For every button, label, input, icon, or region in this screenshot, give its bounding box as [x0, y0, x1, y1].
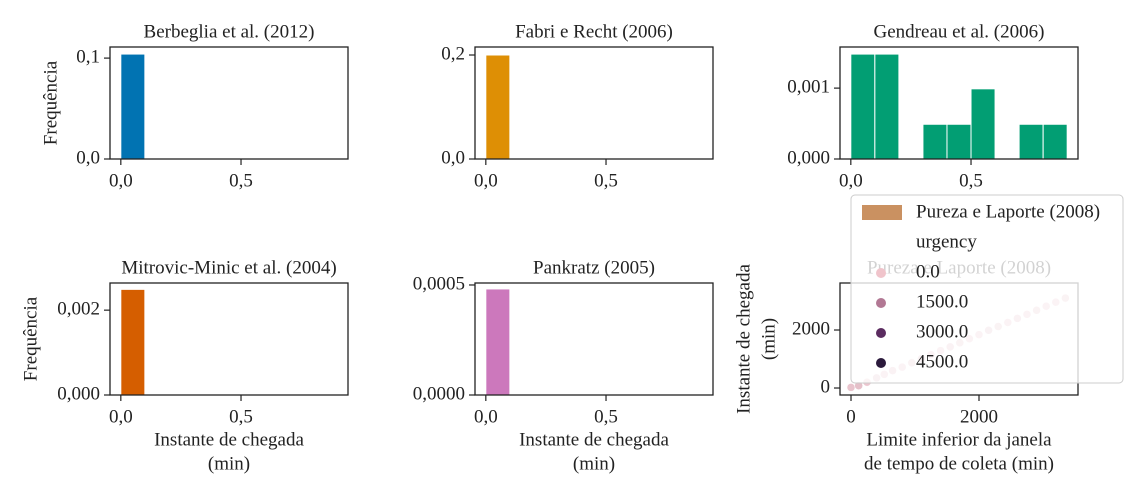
- legend-marker: [876, 328, 886, 338]
- x-tick-label: 0,0: [474, 406, 498, 427]
- legend-marker: [876, 358, 886, 368]
- bar: [970, 88, 996, 160]
- y-tick-label: 0,000: [787, 147, 830, 168]
- subplot-title: Fabri e Recht (2006): [515, 21, 673, 42]
- legend-marker: [876, 298, 886, 308]
- y-tick-label: 0,0005: [413, 273, 465, 294]
- x-tick-label: 0,5: [594, 170, 618, 191]
- x-axis-label: de tempo de coleta (min): [864, 453, 1054, 474]
- legend-box: [850, 194, 1124, 384]
- subplot-title: Gendreau et al. (2006): [874, 21, 1045, 42]
- y-tick-label: 0,000: [57, 383, 100, 404]
- y-axis-label: (min): [758, 318, 779, 360]
- legend-marker: [876, 268, 886, 278]
- axes-frame: [109, 46, 349, 160]
- point: [846, 383, 856, 392]
- legend-label: 0.0: [916, 261, 940, 282]
- legend-patch: [862, 205, 902, 220]
- bar: [874, 53, 900, 160]
- y-tick-label: 0,001: [787, 76, 830, 97]
- y-axis-label: Frequência: [20, 296, 41, 381]
- legend-label: 3000.0: [916, 321, 968, 342]
- x-tick-label: 0,0: [109, 406, 133, 427]
- bar: [1018, 123, 1044, 160]
- y-tick-label: 0,002: [57, 299, 100, 320]
- subplot-title: Berbeglia et al. (2012): [144, 21, 315, 42]
- y-tick-label: 0: [821, 376, 831, 397]
- bar: [946, 123, 972, 160]
- legend-label: 4500.0: [916, 351, 968, 372]
- x-tick-label: 0,5: [594, 406, 618, 427]
- x-tick-label: 0,0: [839, 170, 863, 191]
- x-axis-label: (min): [208, 453, 250, 474]
- bar: [120, 53, 146, 160]
- subplot-title: Pankratz (2005): [533, 257, 655, 278]
- x-tick-label: 2000: [960, 406, 998, 427]
- y-axis-label: Frequência: [40, 60, 61, 145]
- y-tick-label: 2000: [792, 318, 830, 339]
- x-axis-label: (min): [573, 453, 615, 474]
- x-axis-label: Limite inferior da janela: [866, 429, 1052, 450]
- legend-label: Pureza e Laporte (2008): [916, 201, 1100, 222]
- axes-frame: [109, 282, 349, 396]
- legend-label: 1500.0: [916, 291, 968, 312]
- bar: [850, 53, 876, 160]
- x-axis-label: Instante de chegada: [519, 429, 669, 450]
- y-tick-label: 0,1: [76, 46, 100, 67]
- y-tick-label: 0,0: [76, 147, 100, 168]
- x-tick-label: 0,0: [474, 170, 498, 191]
- x-tick-label: 0,5: [229, 170, 253, 191]
- y-tick-label: 0,0: [441, 147, 465, 168]
- bar: [120, 288, 146, 396]
- legend-title: urgency: [916, 231, 977, 252]
- x-tick-label: 0: [846, 406, 856, 427]
- bar: [485, 288, 511, 396]
- x-tick-label: 0,5: [229, 406, 253, 427]
- y-axis-label: Instante de chegada: [733, 264, 754, 414]
- bar: [485, 54, 511, 160]
- y-tick-label: 0,2: [441, 43, 465, 64]
- bar: [1042, 123, 1068, 160]
- y-tick-label: 0,0000: [413, 383, 465, 404]
- bar: [922, 123, 948, 160]
- x-axis-label: Instante de chegada: [154, 429, 304, 450]
- axes-frame: [839, 46, 1079, 160]
- axes-frame: [474, 46, 714, 160]
- subplot-title: Mitrovic-Minic et al. (2004): [121, 257, 336, 278]
- axes-frame: [474, 282, 714, 396]
- x-tick-label: 0,0: [109, 170, 133, 191]
- x-tick-label: 0,5: [959, 170, 983, 191]
